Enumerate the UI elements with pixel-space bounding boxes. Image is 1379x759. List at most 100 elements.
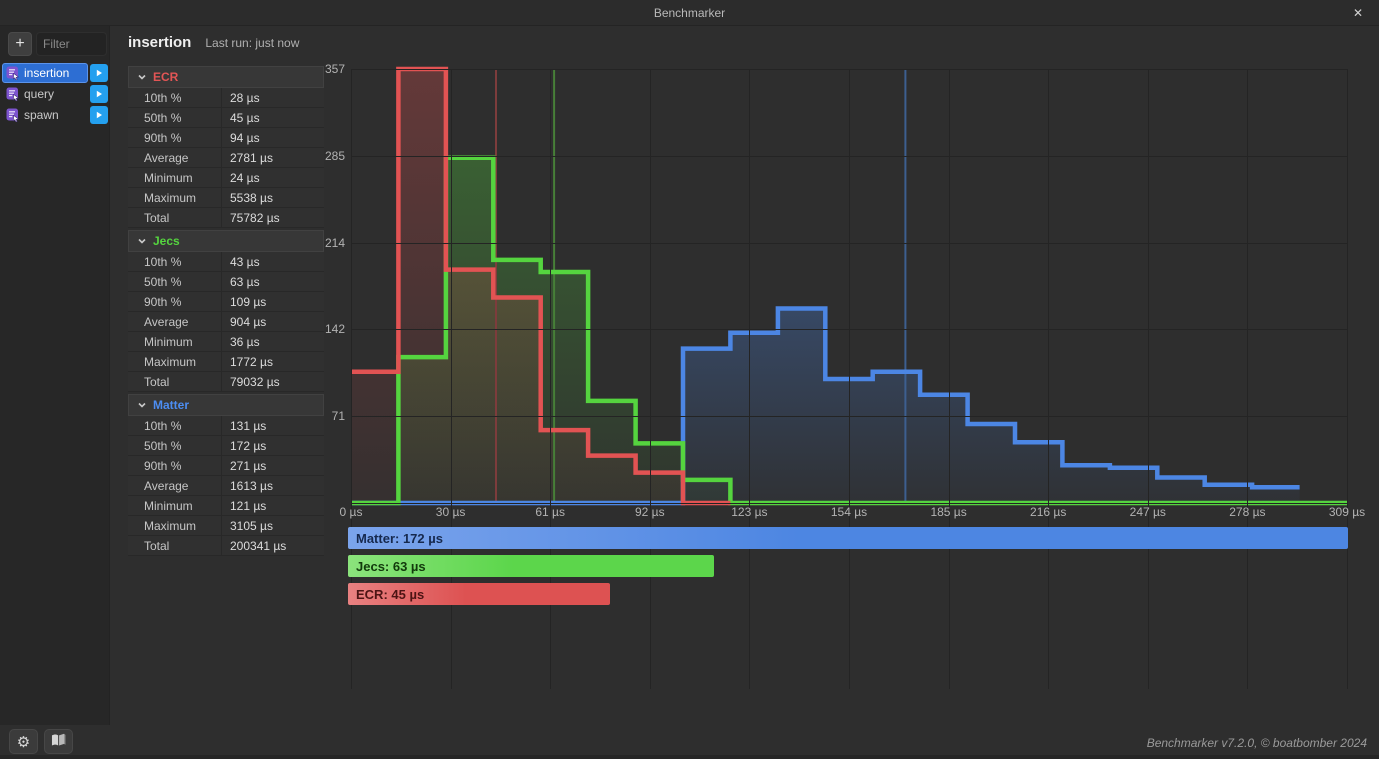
stat-row: Total 79032 µs <box>128 372 324 392</box>
benchmark-list: insertion query <box>0 63 110 125</box>
stat-row: 90th % 94 µs <box>128 128 324 148</box>
gridline <box>1147 69 1149 689</box>
stat-value: 3105 µs <box>230 518 273 533</box>
gridline <box>948 69 950 689</box>
stat-value: 28 µs <box>230 90 260 105</box>
add-benchmark-button[interactable]: + <box>8 32 32 56</box>
stat-value: 2781 µs <box>230 150 273 165</box>
stat-value: 43 µs <box>230 254 260 269</box>
stat-row: Maximum 3105 µs <box>128 516 324 536</box>
stat-label: Minimum <box>128 168 222 187</box>
stat-value: 109 µs <box>230 294 267 309</box>
book-icon <box>50 733 67 751</box>
stat-label: 90th % <box>128 456 222 475</box>
stats-section-header-jecs[interactable]: Jecs <box>128 230 324 252</box>
play-icon <box>96 111 102 119</box>
gridline <box>1247 69 1249 689</box>
sidebar-item-label: query <box>24 87 55 101</box>
stat-row: Total 200341 µs <box>128 536 324 556</box>
stat-label: Average <box>128 312 222 331</box>
stat-label: Total <box>128 372 222 391</box>
stat-row: 90th % 109 µs <box>128 292 324 312</box>
run-benchmark-button-insertion[interactable] <box>90 64 108 82</box>
window-title: Benchmarker <box>653 5 726 20</box>
page-title: insertion <box>128 34 192 51</box>
benchmark-row-query: query <box>0 84 110 104</box>
gridline <box>351 69 1347 70</box>
stat-label: Maximum <box>128 516 222 535</box>
stat-value: 121 µs <box>230 498 267 513</box>
gridline <box>849 69 850 689</box>
x-axis-tick-label: 247 µs <box>1129 505 1166 519</box>
stat-value: 271 µs <box>230 458 267 473</box>
x-axis-tick-label: 216 µs <box>1030 505 1067 519</box>
gridline <box>351 155 1347 157</box>
settings-button[interactable]: ⚙ <box>9 729 38 754</box>
stats-section-matter: Matter 10th % 131 µs 50th % 172 µs 90th % 271 … <box>128 394 324 556</box>
sidebar-item-insertion[interactable]: insertion <box>2 63 88 83</box>
stat-label: 10th % <box>128 252 222 271</box>
version-text: Benchmarker v7.2.0, © boatbomber 2024 <box>1146 736 1367 750</box>
stat-label: Minimum <box>128 496 222 515</box>
stat-label: Total <box>128 536 222 555</box>
filter-input[interactable] <box>36 32 107 56</box>
stat-label: 90th % <box>128 128 222 147</box>
stat-row: Minimum 36 µs <box>128 332 324 352</box>
stats-section-header-ecr[interactable]: ECR <box>128 66 324 88</box>
stat-label: 90th % <box>128 292 222 311</box>
x-axis-tick-label: 61 µs <box>535 505 565 519</box>
stat-value: 24 µs <box>230 170 260 185</box>
stat-row: 10th % 43 µs <box>128 252 324 272</box>
gridline <box>351 242 1347 244</box>
median-bar-ecr[interactable]: ECR: 45 µs <box>348 583 610 605</box>
stat-label: Maximum <box>128 352 222 371</box>
stat-row: 50th % 45 µs <box>128 108 324 128</box>
stat-row: 50th % 172 µs <box>128 436 324 456</box>
title-bar: Benchmarker ✕ <box>0 0 1379 26</box>
sidebar-item-label: spawn <box>24 108 59 122</box>
stats-section-title: Jecs <box>153 234 180 248</box>
sidebar-item-query[interactable]: query <box>2 84 88 104</box>
stat-label: Total <box>128 208 222 227</box>
stat-row: Average 904 µs <box>128 312 324 332</box>
close-icon[interactable]: ✕ <box>1352 6 1364 20</box>
stat-label: Average <box>128 476 222 495</box>
gridline <box>1048 69 1050 689</box>
stat-row: Average 2781 µs <box>128 148 324 168</box>
run-benchmark-button-query[interactable] <box>90 85 108 103</box>
stat-value: 1772 µs <box>230 354 273 369</box>
x-axis-tick-label: 154 µs <box>830 505 868 519</box>
stats-section-header-matter[interactable]: Matter <box>128 394 324 416</box>
stat-value: 94 µs <box>230 130 260 145</box>
stat-row: Total 75782 µs <box>128 208 324 228</box>
stat-value: 79032 µs <box>230 374 280 389</box>
median-bar-jecs[interactable]: Jecs: 63 µs <box>348 555 714 577</box>
stat-row: 10th % 131 µs <box>128 416 324 436</box>
gridline <box>749 69 751 689</box>
stat-row: Minimum 121 µs <box>128 496 324 516</box>
sidebar-item-label: insertion <box>24 66 70 80</box>
stat-label: Average <box>128 148 222 167</box>
chevron-down-icon <box>138 238 146 244</box>
median-bar-matter[interactable]: Matter: 172 µs <box>348 527 1348 549</box>
stat-value: 131 µs <box>230 418 267 433</box>
stats-section-ecr: ECR 10th % 28 µs 50th % 45 µs 90th % 94 µs Aver… <box>128 66 324 228</box>
stat-label: 10th % <box>128 88 222 107</box>
last-run-status: Last run: just now <box>205 36 300 50</box>
docs-button[interactable] <box>44 729 73 754</box>
stat-row: Maximum 1772 µs <box>128 352 324 372</box>
benchmark-row-insertion: insertion <box>0 63 110 83</box>
run-benchmark-button-spawn[interactable] <box>90 106 108 124</box>
histogram-svg <box>351 66 1347 506</box>
chevron-down-icon <box>138 74 146 80</box>
series-line-ecr <box>351 66 731 506</box>
gridline <box>649 69 651 689</box>
stat-label: 50th % <box>128 272 222 291</box>
stat-label: 10th % <box>128 416 222 435</box>
stat-row: 10th % 28 µs <box>128 88 324 108</box>
stat-value: 1613 µs <box>230 478 273 493</box>
stat-label: 50th % <box>128 108 222 127</box>
stat-value: 36 µs <box>230 334 260 349</box>
sidebar-item-spawn[interactable]: spawn <box>2 105 88 125</box>
stat-value: 5538 µs <box>230 190 273 205</box>
